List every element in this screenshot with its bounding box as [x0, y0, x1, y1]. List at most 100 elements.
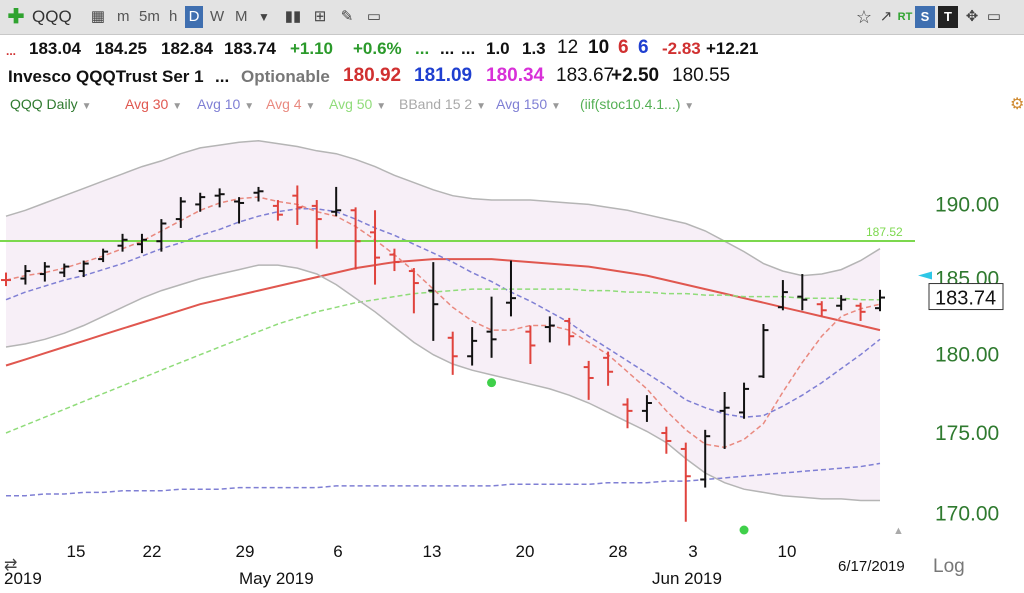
ohlc-bar — [875, 289, 885, 312]
toolbar: ✚ QQQ ▦ m 5m h D W M ▼ ▮▮ ⊞ ✎ ▭ ☆ ↗ RT S… — [0, 0, 1024, 35]
interval-5m[interactable]: 5m — [139, 8, 160, 25]
interval-d[interactable]: D — [185, 6, 203, 28]
interval-w[interactable]: W — [210, 8, 225, 25]
ohlc-bar — [136, 233, 147, 254]
ohlc-bar — [234, 197, 245, 224]
share-icon[interactable]: ↗ — [879, 8, 893, 25]
plot-area — [0, 140, 915, 535]
month-label-may: May 2019 — [239, 569, 314, 588]
ohlc-bar — [117, 233, 128, 252]
study-avg-150[interactable]: Avg 150 ▼ — [496, 96, 561, 112]
chevron-down-icon: ▼ — [476, 101, 486, 112]
ohlc-bar — [389, 248, 400, 272]
pencil-icon[interactable]: ✎ — [340, 8, 354, 25]
add-symbol-icon[interactable]: ✚ — [7, 6, 25, 28]
table-icon[interactable]: ⊞ — [313, 8, 327, 25]
date-label: 6/17/2019 — [838, 558, 905, 575]
signal-dot — [739, 525, 749, 535]
x-tick-3: 3 — [688, 542, 697, 561]
grid-icon[interactable]: ▦ — [90, 8, 106, 25]
ohlc-bar — [622, 398, 633, 429]
last-price-label: 183.74 — [935, 288, 996, 310]
change-pct-value: +0.6% — [353, 39, 402, 58]
y-tick-190: 190.00 — [935, 193, 999, 216]
ohlc-bar — [486, 296, 497, 358]
stat-value-7: -2.83 — [662, 39, 701, 58]
dots-green: ... — [415, 39, 430, 58]
bar-chart-icon[interactable]: ▮▮ — [284, 8, 302, 25]
window-icon[interactable]: ▭ — [986, 8, 1002, 25]
instrument-name: Invesco QQQTrust Ser 1 — [8, 67, 204, 86]
ohlc-bar — [350, 207, 361, 270]
price-3: 180.34 — [486, 65, 545, 86]
x-tick-22: 22 — [143, 542, 162, 561]
interval-mo[interactable]: M — [235, 8, 248, 25]
ohlc-bar — [272, 200, 283, 221]
series-avg-50 — [5, 288, 880, 434]
ohlc-bar — [855, 302, 866, 321]
study-bband[interactable]: BBand 15 2 ▼ — [399, 96, 486, 112]
dropdown-icon[interactable]: ▼ — [258, 10, 270, 24]
price-4: 183.67 — [556, 65, 615, 86]
ohlc-bar — [797, 274, 808, 311]
study-iif-stoc[interactable]: (iif(stoc10.4.1...) ▼ — [580, 96, 694, 112]
log-scale-toggle[interactable]: Log — [933, 556, 965, 577]
low-value: 182.84 — [161, 39, 213, 58]
ohlc-bar — [739, 382, 750, 419]
move-icon[interactable]: ✥ — [965, 8, 979, 25]
ohlc-bar — [525, 325, 536, 364]
scroll-arrows-icon[interactable]: ⇄ — [4, 557, 17, 574]
interval-h[interactable]: h — [169, 8, 178, 25]
studies-bar: QQQ Daily ▼ Avg 30 ▼ Avg 10 ▼ Avg 4 ▼ Av… — [0, 92, 1024, 116]
stat-value-5: 6 — [618, 37, 629, 58]
labels: 187.52 183.74 — [866, 225, 1004, 311]
quote-line-2: Invesco QQQTrust Ser 1 ... Optionable 18… — [0, 64, 1024, 93]
y-tick-170: 170.00 — [935, 503, 999, 526]
price-6: 180.55 — [672, 65, 731, 86]
stat-value-3: 12 — [557, 37, 579, 58]
study-avg-10[interactable]: Avg 10 ▼ — [197, 96, 254, 112]
stat-value-2: 1.3 — [522, 39, 546, 58]
ohlc-bar — [816, 301, 827, 317]
ohlc-bar — [428, 262, 439, 341]
ohlc-bar — [59, 263, 70, 278]
chevron-down-icon: ▼ — [551, 101, 561, 112]
study-avg-50[interactable]: Avg 50 ▼ — [329, 96, 386, 112]
symbol-field[interactable]: QQQ — [32, 7, 72, 26]
ohlc-bar — [78, 260, 89, 278]
study-avg-4[interactable]: Avg 4 ▼ — [266, 96, 315, 112]
ohlc-bar — [311, 200, 322, 249]
ohlc-bar — [253, 186, 264, 202]
ohlc-bar — [331, 186, 342, 217]
series-avg-10 — [5, 208, 881, 418]
s-button[interactable]: S — [915, 6, 935, 28]
stat-value-4: 10 — [588, 37, 610, 58]
x-tick-20: 20 — [516, 542, 535, 561]
chevron-down-icon: ▼ — [244, 101, 255, 112]
series-bband-upper — [5, 140, 881, 277]
x-tick-10: 10 — [778, 542, 797, 561]
interval-m[interactable]: m — [117, 8, 130, 25]
chevron-down-icon: ▼ — [305, 101, 316, 112]
ohlc-bar — [20, 265, 31, 285]
x-tick-28: 28 — [609, 542, 628, 561]
last-value: 183.74 — [224, 39, 276, 58]
note-icon[interactable]: ▭ — [366, 8, 382, 25]
star-icon[interactable]: ☆ — [855, 7, 873, 27]
price-1: 180.92 — [343, 65, 402, 86]
rt-icon[interactable]: RT — [897, 11, 913, 23]
study-qqq-daily[interactable]: QQQ Daily ▼ — [10, 96, 91, 112]
scroll-up-icon[interactable]: ▲ — [893, 525, 904, 537]
ohlc-bar — [1, 272, 11, 287]
chevron-down-icon: ▼ — [684, 101, 695, 112]
t-button[interactable]: T — [938, 6, 958, 28]
ohlc-bar — [467, 327, 478, 366]
study-label: QQQ Daily — [10, 96, 78, 112]
ohlc-bar — [583, 360, 594, 400]
series-bband-lower — [5, 264, 880, 502]
last-price-box — [928, 283, 1004, 311]
study-avg-30[interactable]: Avg 30 ▼ — [125, 96, 182, 112]
settings-icon[interactable]: ⚙ — [1010, 96, 1024, 113]
ohlc-bar — [758, 324, 769, 378]
